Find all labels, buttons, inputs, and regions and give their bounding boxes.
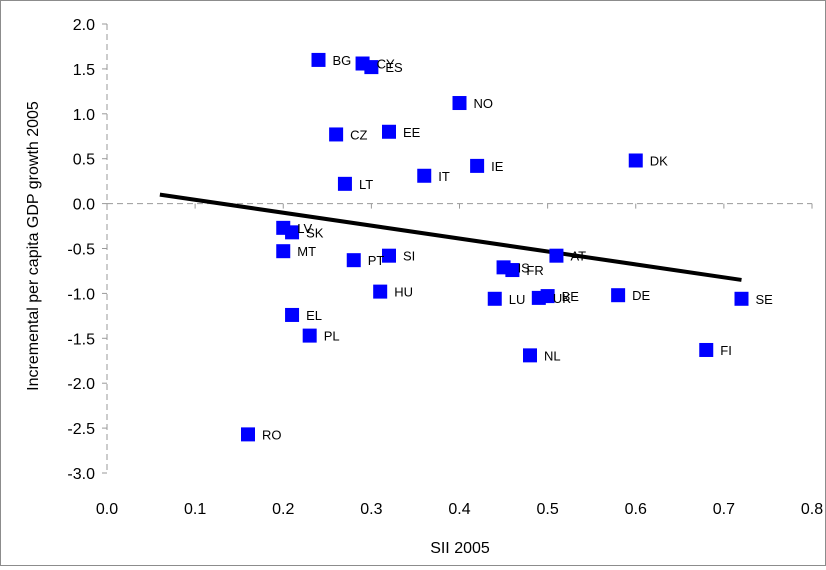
data-point-bg bbox=[311, 52, 326, 67]
point-label-fr: FR bbox=[526, 263, 543, 278]
y-tick-label: 0.5 bbox=[73, 152, 95, 169]
point-label-nl: NL bbox=[544, 348, 561, 363]
point-label-no: NO bbox=[474, 96, 494, 111]
y-tick-label: 0.0 bbox=[73, 197, 95, 214]
x-tick-label: 0.7 bbox=[713, 501, 735, 518]
data-point-de bbox=[611, 288, 626, 303]
point-label-pl: PL bbox=[324, 329, 340, 344]
data-point-ee bbox=[382, 124, 396, 139]
data-point-at bbox=[549, 248, 564, 263]
y-tick-label: -1.0 bbox=[67, 286, 95, 303]
y-tick-label: 1.5 bbox=[73, 62, 95, 79]
data-point-se bbox=[734, 291, 749, 306]
data-point-it bbox=[417, 168, 432, 183]
point-label-it: IT bbox=[438, 169, 450, 184]
point-label-cy: CY bbox=[377, 57, 395, 72]
data-point-sk bbox=[285, 225, 300, 240]
data-point-el bbox=[285, 307, 300, 322]
y-tick-label: -3.0 bbox=[67, 466, 95, 483]
x-tick-label: 0.4 bbox=[448, 501, 470, 518]
data-point-be bbox=[540, 289, 555, 304]
x-tick-label: 0.0 bbox=[96, 501, 118, 518]
grid-layer bbox=[106, 24, 812, 473]
data-point-ro bbox=[241, 427, 255, 442]
point-label-lu: LU bbox=[509, 292, 526, 307]
point-label-sk: SK bbox=[306, 225, 324, 240]
point-label-fi: FI bbox=[720, 343, 732, 358]
data-point-cz bbox=[329, 127, 344, 142]
point-label-mt: MT bbox=[297, 244, 316, 259]
x-tick-label: 0.1 bbox=[184, 501, 206, 518]
x-tick-label: 0.3 bbox=[360, 501, 382, 518]
trendline-layer bbox=[159, 192, 742, 282]
x-tick-label: 0.6 bbox=[625, 501, 647, 518]
y-tick-label: 2.0 bbox=[73, 17, 95, 34]
data-point-no bbox=[452, 96, 467, 111]
y-tick-label: -0.5 bbox=[67, 242, 95, 259]
data-point-si bbox=[382, 248, 396, 263]
data-point-lu bbox=[487, 291, 502, 306]
point-label-cz: CZ bbox=[350, 127, 367, 142]
point-label-lv: LV bbox=[297, 221, 312, 236]
axes-layer: 2.0 1.5 1.0 0.5 0.0 -0.5 -1.0 -1.5 -2.0 -2.5 -3.0 0… bbox=[67, 17, 823, 518]
point-label-ro: RO bbox=[262, 427, 282, 442]
point-label-be: BE bbox=[562, 289, 580, 304]
data-point-fr bbox=[505, 263, 520, 278]
data-point-mt bbox=[276, 244, 291, 259]
point-label-ee: EE bbox=[403, 125, 421, 140]
x-tick-label: 0.8 bbox=[801, 501, 823, 518]
point-label-uk: UK bbox=[553, 291, 571, 306]
point-label-lt: LT bbox=[359, 177, 373, 192]
point-label-el: EL bbox=[306, 308, 322, 323]
data-point-es bbox=[364, 60, 379, 75]
y-tick-label: -2.0 bbox=[67, 376, 95, 393]
x-axis-title: SII 2005 bbox=[430, 540, 490, 557]
point-label-ie: IE bbox=[491, 159, 504, 174]
x-tick-label: 0.5 bbox=[537, 501, 559, 518]
y-tick-label: -2.5 bbox=[67, 421, 95, 438]
point-label-hu: HU bbox=[394, 285, 413, 300]
data-point-dk bbox=[628, 153, 643, 168]
data-point-lt bbox=[337, 176, 352, 191]
y-tick-label: -1.5 bbox=[67, 331, 95, 348]
point-label-pt: PT bbox=[368, 253, 385, 268]
x-tick-label: 0.2 bbox=[272, 501, 294, 518]
data-point-fi bbox=[699, 342, 714, 357]
y-tick-label: 1.0 bbox=[73, 107, 95, 124]
point-label-bg: BG bbox=[333, 53, 352, 68]
data-point-hu bbox=[373, 284, 388, 299]
point-label-si: SI bbox=[403, 249, 415, 264]
point-label-de: DE bbox=[632, 288, 650, 303]
point-label-es: ES bbox=[385, 60, 403, 75]
point-label-at: AT bbox=[570, 249, 586, 264]
point-label-se: SE bbox=[756, 292, 774, 307]
point-label-is: IS bbox=[518, 260, 531, 275]
point-label-dk: DK bbox=[650, 153, 668, 168]
points-layer bbox=[241, 52, 749, 442]
data-point-pt bbox=[346, 253, 361, 268]
y-axis-title: Incremental per capita GDP growth 2005 bbox=[25, 101, 42, 391]
data-point-pl bbox=[302, 328, 317, 343]
trend-line bbox=[159, 192, 742, 282]
data-point-nl bbox=[523, 348, 537, 363]
data-point-ie bbox=[470, 158, 485, 173]
